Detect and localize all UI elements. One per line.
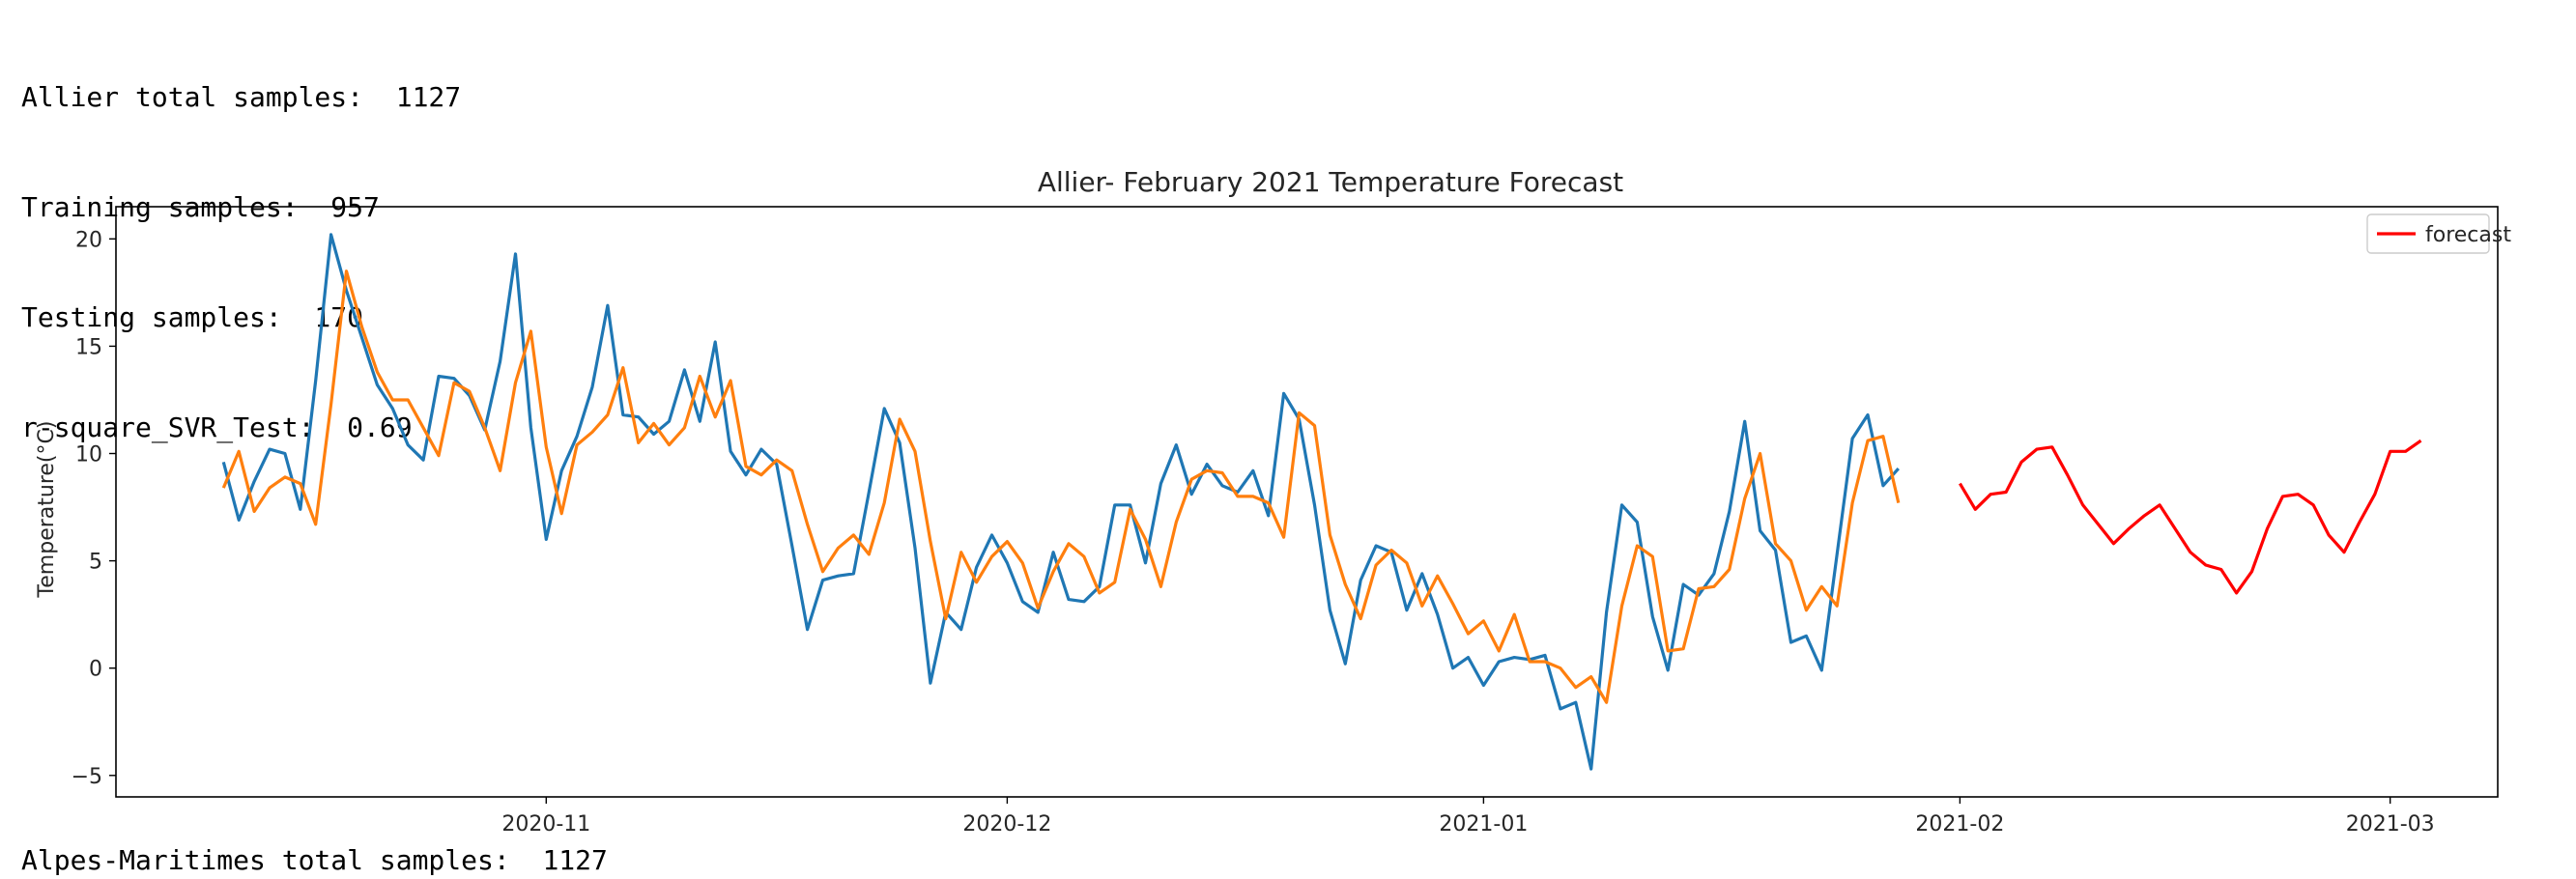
series-lines bbox=[221, 233, 2422, 771]
plot-frame bbox=[115, 206, 2499, 798]
y-tick-label: −5 bbox=[72, 765, 102, 789]
total-samples-line: Allier total samples: 1127 bbox=[21, 81, 462, 113]
y-tick-label: 5 bbox=[89, 551, 102, 575]
legend-entry: forecast bbox=[2425, 223, 2511, 247]
y-tick-label: 15 bbox=[75, 335, 102, 359]
x-tick-label: 2021-02 bbox=[1915, 812, 2004, 836]
x-tick-label: 2021-03 bbox=[2346, 812, 2435, 836]
x-tick-label: 2021-01 bbox=[1439, 812, 1528, 836]
legend-box bbox=[2366, 213, 2490, 254]
r-square-line: r-square_SVR_Test: 0.69 bbox=[21, 411, 413, 443]
x-tick-label: 2020-11 bbox=[501, 812, 590, 836]
chart-title: Allier- February 2021 Temperature Foreca… bbox=[1038, 166, 1623, 198]
y-axis-label: Temperature(°C) bbox=[35, 421, 59, 599]
y-tick-label: 0 bbox=[89, 658, 102, 682]
series-line-2 bbox=[221, 269, 1901, 704]
temperature-forecast-chart: Allier- February 2021 Temperature Foreca… bbox=[35, 166, 2511, 836]
legend: forecast bbox=[2366, 213, 2511, 254]
axes: −5 0 5 10 15 20 2020-11 2020-12 2021-01 2021-02 20… bbox=[72, 206, 2499, 836]
series-line-1 bbox=[221, 233, 1900, 771]
x-tick-label: 2020-12 bbox=[962, 812, 1051, 836]
y-tick-label: 10 bbox=[75, 443, 102, 468]
series-line-forecast bbox=[1959, 439, 2422, 595]
y-tick-label: 20 bbox=[75, 228, 102, 252]
next-output-line: Alpes-Maritimes total samples: 1127 bbox=[21, 844, 608, 876]
output-stats: Allier total samples: 1127 Training samp… bbox=[21, 6, 461, 483]
